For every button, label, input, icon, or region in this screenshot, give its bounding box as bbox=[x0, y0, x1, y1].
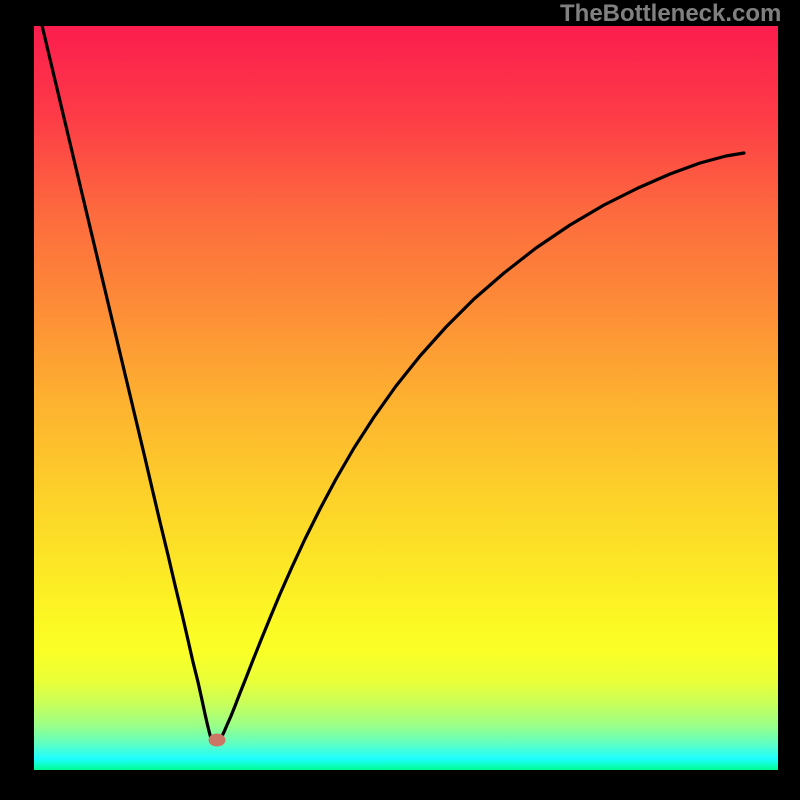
watermark: TheBottleneck.com bbox=[560, 0, 781, 28]
plot-area bbox=[34, 26, 778, 770]
plot-svg bbox=[34, 26, 778, 770]
minimum-marker bbox=[209, 734, 226, 747]
chart-container: TheBottleneck.com bbox=[0, 0, 800, 800]
gradient-background bbox=[34, 26, 778, 770]
